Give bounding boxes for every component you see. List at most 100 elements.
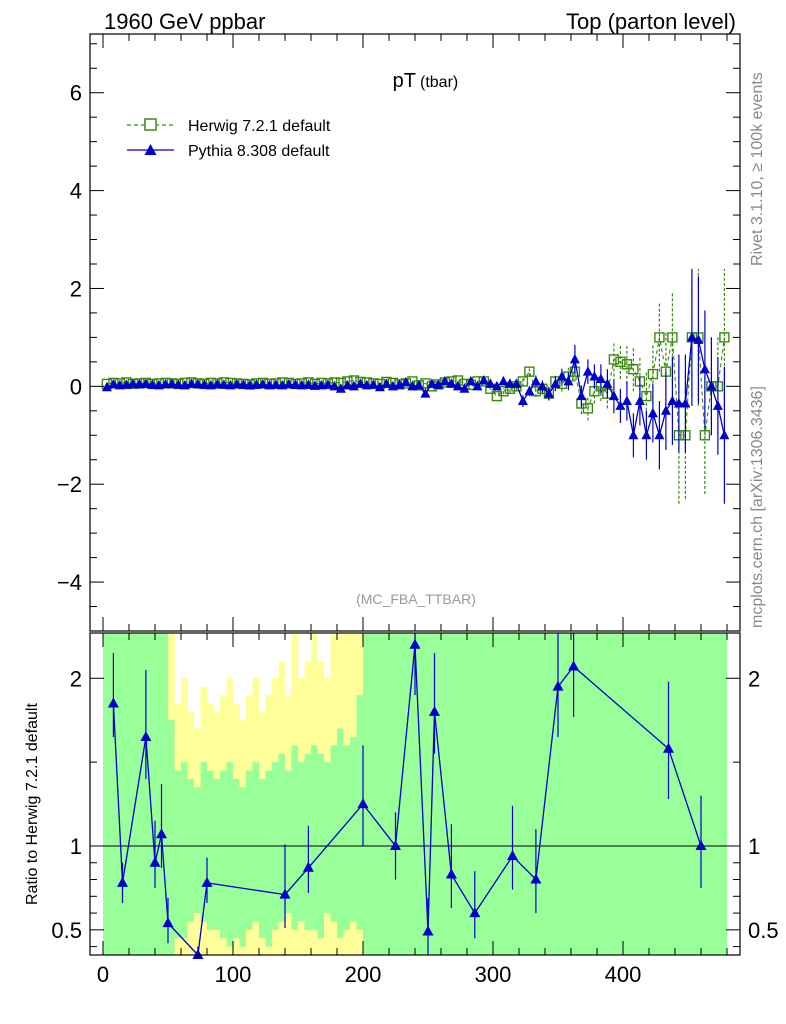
band-inner-bin xyxy=(434,633,442,955)
lower-panel: 0 100 200 300 400 0.5 0.5 1 1 2 2 Ratio to Herwig … xyxy=(24,632,779,987)
lower-ytick-label-left: 0.5 xyxy=(51,918,82,943)
pythia-point xyxy=(589,371,600,381)
pythia-point xyxy=(673,397,684,408)
ratio-point xyxy=(117,876,128,887)
pythia-point xyxy=(530,375,541,386)
ratio-point xyxy=(469,907,481,918)
pythia-point xyxy=(283,378,294,389)
pythia-point xyxy=(342,379,353,390)
band-inner-bin xyxy=(382,633,390,955)
upper-ticks: −4 −2 0 2 4 6 xyxy=(57,34,740,632)
legend-entry-herwig: Herwig 7.2.1 default xyxy=(127,118,331,135)
pythia-point xyxy=(647,407,658,418)
band-inner-bin xyxy=(447,633,455,955)
pythia-point xyxy=(693,334,704,344)
band-inner-bin xyxy=(532,633,539,955)
pythia-point xyxy=(602,378,613,388)
herwig-point xyxy=(667,332,678,343)
band-inner-bin xyxy=(415,633,422,955)
ratio-point xyxy=(201,876,213,887)
band-inner-bin xyxy=(512,633,520,955)
herwig-point xyxy=(608,354,620,365)
ratio-point xyxy=(192,949,204,959)
ratio-point xyxy=(302,861,314,872)
pythia-point xyxy=(257,378,268,389)
ratio-point xyxy=(695,839,707,850)
pythia-point xyxy=(238,379,249,389)
ratio-point xyxy=(507,850,518,861)
pythia-point xyxy=(543,388,554,398)
pythia-point xyxy=(582,366,593,376)
pythia-point xyxy=(550,378,561,388)
band-inner-bin xyxy=(649,633,656,955)
pythia-point xyxy=(712,400,723,410)
pythia-point xyxy=(452,380,463,391)
band-inner-bin xyxy=(395,633,403,955)
band-inner-bin xyxy=(194,787,201,914)
pythia-point xyxy=(511,378,522,388)
band-inner-bin xyxy=(701,633,708,955)
herwig-point xyxy=(641,390,652,402)
band-inner-bin xyxy=(369,633,377,955)
band-inner-bin xyxy=(402,633,409,955)
pythia-point xyxy=(433,379,444,389)
pythia-point xyxy=(465,375,476,386)
pythia-point xyxy=(270,379,281,389)
herwig-point xyxy=(628,364,639,375)
band-inner-bin xyxy=(558,633,565,955)
band-inner-bin xyxy=(311,745,318,930)
band-inner-bin xyxy=(265,770,273,947)
plot-title-sub: (tbar) xyxy=(420,74,458,91)
band-inner-bin xyxy=(577,633,585,955)
ratio-point xyxy=(357,798,369,809)
band-inner-bin xyxy=(467,633,474,955)
lower-ytick-label-left: 1 xyxy=(70,834,82,859)
pythia-point xyxy=(173,379,184,389)
ratio-point xyxy=(445,868,457,879)
pythia-point xyxy=(322,379,333,389)
band-inner-bin xyxy=(584,633,591,955)
band-inner-bin xyxy=(597,633,604,955)
band-inner-bin xyxy=(525,633,533,955)
band-inner-bin xyxy=(623,633,630,955)
pythia-point xyxy=(426,378,437,388)
band-inner-bin xyxy=(168,720,175,955)
band-inner-bin xyxy=(486,633,494,955)
pythia-point xyxy=(491,380,502,391)
band-inner-bin xyxy=(538,633,546,955)
herwig-point xyxy=(517,376,529,387)
band-inner-bin xyxy=(174,770,182,939)
band-inner-bin xyxy=(103,633,110,955)
legend-entry-pythia: Pythia 8.308 default xyxy=(127,143,330,160)
band-inner-bin xyxy=(155,633,162,955)
xtick-label: 300 xyxy=(475,962,512,987)
pythia-point xyxy=(634,395,645,406)
ratio-point xyxy=(140,730,152,741)
pythia-point xyxy=(719,429,730,440)
ratio-point xyxy=(429,705,440,716)
herwig-point xyxy=(524,366,535,377)
pythia-point xyxy=(420,388,431,398)
band-inner-bin xyxy=(720,633,728,955)
band-inner-bin xyxy=(454,633,461,955)
ratio-ylabel: Ratio to Herwig 7.2.1 default xyxy=(24,703,41,905)
lower-series-layer xyxy=(90,633,740,959)
band-inner-bin xyxy=(343,745,351,930)
band-inner-bin xyxy=(662,633,669,955)
pythia-point xyxy=(608,390,619,401)
band-inner-bin xyxy=(220,770,227,939)
legend: Herwig 7.2.1 default Pythia 8.308 defaul… xyxy=(127,118,331,160)
upper-ytick-label: 4 xyxy=(70,179,82,204)
herwig-point xyxy=(615,356,626,368)
side-top-label: Rivet 3.1.10, ≥ 100k events xyxy=(749,72,766,266)
band-inner-bin xyxy=(564,633,572,955)
pythia-point xyxy=(303,379,314,389)
pythia-point xyxy=(186,378,197,388)
pythia-point xyxy=(628,429,639,440)
pythia-point xyxy=(478,374,489,385)
ratio-point xyxy=(107,697,119,708)
upper-ytick-label: 6 xyxy=(70,81,82,106)
header-left: 1960 GeV ppbar xyxy=(104,9,265,34)
pythia-point xyxy=(660,405,671,415)
band-inner-bin xyxy=(207,770,214,930)
